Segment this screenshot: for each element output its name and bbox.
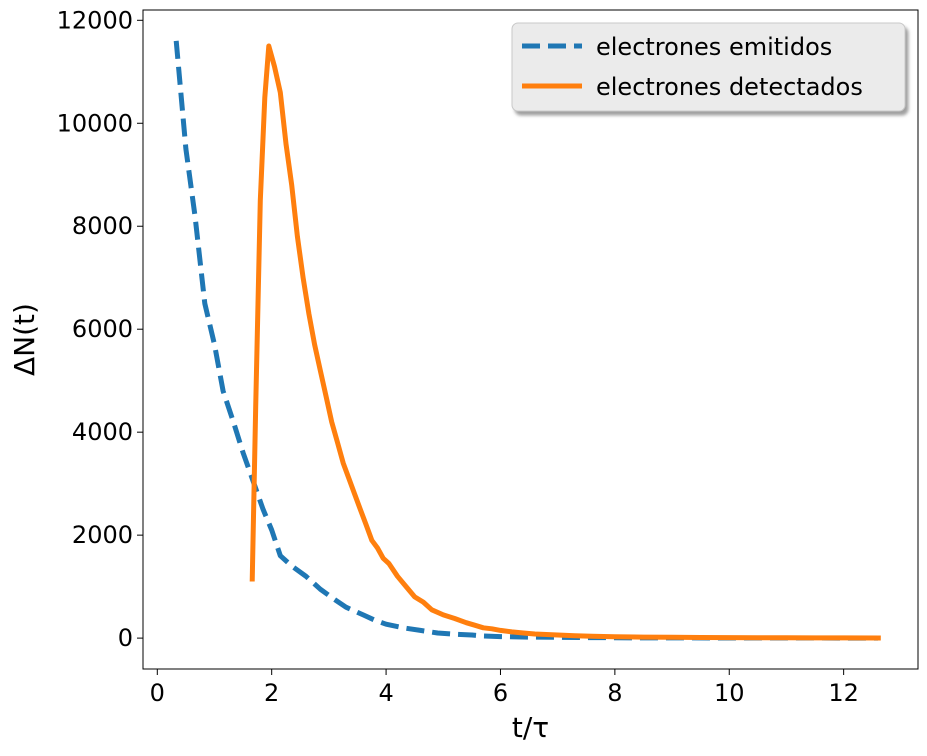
x-tick-label: 10 xyxy=(714,679,745,707)
x-tick-label: 12 xyxy=(828,679,859,707)
plot-frame xyxy=(142,9,919,670)
y-axis-label: ΔN(t) xyxy=(8,303,41,376)
x-tick-label: 6 xyxy=(493,679,508,707)
y-tick-label: 6000 xyxy=(72,315,133,343)
x-tick-label: 2 xyxy=(264,679,279,707)
y-tick-label: 12000 xyxy=(57,6,133,34)
y-tick-label: 8000 xyxy=(72,212,133,240)
x-tick-label: 4 xyxy=(378,679,393,707)
axis-layer: 0 2 4 6 8 10 12 0 2000 4000 6000 8000 10000 12000 t/τ Δ… xyxy=(8,6,919,744)
legend-box xyxy=(511,22,906,112)
legend-label-1: electrones detectados xyxy=(596,73,863,101)
series-line-1 xyxy=(249,43,881,641)
series-layer xyxy=(173,40,881,641)
y-tick-label: 4000 xyxy=(72,418,133,446)
x-axis-label: t/τ xyxy=(512,711,549,744)
y-tick-label: 0 xyxy=(118,624,133,652)
y-tick-label: 10000 xyxy=(57,109,133,137)
x-tick-label: 8 xyxy=(607,679,622,707)
legend: electrones emitidos electrones detectados xyxy=(511,22,906,112)
x-tick-label: 0 xyxy=(150,679,165,707)
y-tick-label: 2000 xyxy=(72,521,133,549)
legend-label-0: electrones emitidos xyxy=(596,33,832,61)
